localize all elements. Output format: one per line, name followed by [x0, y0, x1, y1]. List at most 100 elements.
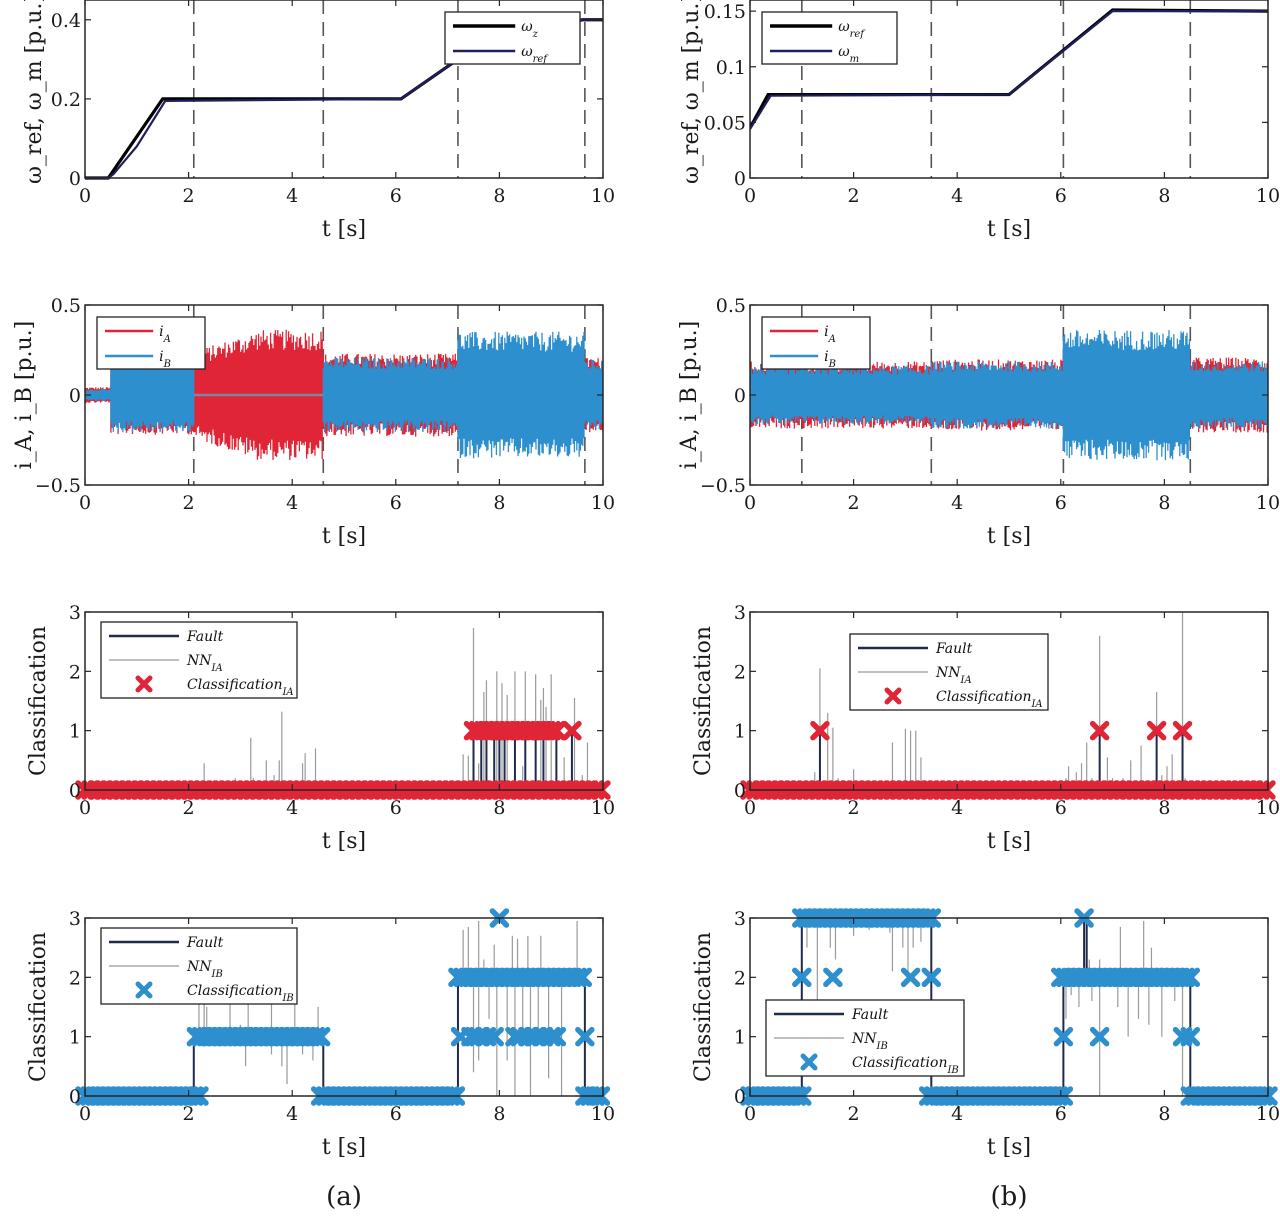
classification-marker: [541, 720, 561, 741]
chart-a1: 0 2 4 6 8 10 0 0.2 0.4 t [s] ω_ref, ω_m [p.u.] ωz ωr…: [22, 0, 615, 242]
x-axis-label: t [s]: [987, 524, 1031, 549]
classification-segment: [1051, 967, 1201, 988]
y-tick-label: −0.5: [700, 475, 746, 497]
classification-marker: [900, 967, 921, 988]
plot-area: [750, 0, 1268, 178]
legend-item: ωz: [453, 19, 539, 40]
chart-b3: 0 2 4 6 8 10 0 1 2 3 t [s] Classification Fault NNIA C…: [691, 602, 1280, 854]
x-axis-label: t [s]: [987, 829, 1031, 854]
chart-a3: 0 2 4 6 8 10 0 1 2 3 t [s] Classification Fault NNIA C…: [26, 602, 615, 854]
legend-label: ωref: [838, 19, 866, 40]
legend-item: NNIA: [858, 665, 972, 686]
legend-item: Fault: [109, 629, 224, 645]
axes-box: [749, 917, 1269, 1097]
y-tick-label: 0: [69, 1086, 81, 1108]
classification-marker: [1053, 1026, 1074, 1047]
classification-marker: [1146, 720, 1167, 741]
current-noise: [750, 330, 1268, 461]
y-tick-label: 3: [734, 908, 746, 930]
y-tick-label: 1: [69, 721, 81, 743]
axes-box: [84, 0, 604, 179]
legend-item: NNIB: [774, 1031, 888, 1052]
panel-label-b: (b): [991, 1182, 1028, 1212]
x-tick-label: 10: [1256, 797, 1280, 819]
y-tick-label: 1: [734, 721, 746, 743]
y-tick-label: 0.15: [704, 1, 746, 23]
classification-marker: [546, 720, 567, 741]
legend-box: [761, 316, 871, 370]
x-tick-label: 4: [286, 185, 298, 207]
classification-marker: [572, 967, 593, 988]
legend: ωref ωm: [761, 11, 898, 65]
legend: ωz ωref: [444, 11, 581, 65]
x-tick-label: 2: [183, 185, 195, 207]
legend-label: ClassificationIA: [187, 677, 294, 698]
classification-marker: [1180, 1026, 1201, 1047]
legend-item: NNIA: [109, 653, 223, 674]
x-tick-label: 4: [286, 1103, 298, 1125]
x-tick-label: 4: [951, 492, 963, 514]
x-tick-label: 10: [1256, 185, 1280, 207]
legend-label: iB: [159, 349, 171, 370]
y-tick-label: 2: [69, 967, 81, 989]
y-tick-label: 2: [69, 661, 81, 683]
legend-item: ClassificationIB: [135, 981, 294, 1004]
x-tick-label: 10: [591, 1103, 615, 1125]
chart-b1: 0 2 4 6 8 10 0 0.05 0.1 0.15 t [s] ω_ref, ω_m [p.u.…: [679, 0, 1280, 242]
x-tick-label: 8: [1158, 1103, 1170, 1125]
legend-marker-swatch: [135, 675, 153, 693]
x-tick-label: 6: [390, 1103, 402, 1125]
y-tick-label: 0: [69, 385, 81, 407]
legend-box: [444, 11, 581, 65]
x-tick-label: 0: [744, 1103, 756, 1125]
x-tick-label: 10: [591, 797, 615, 819]
legend-label: iA: [159, 324, 171, 345]
classification-marker: [305, 1026, 326, 1047]
classification-marker: [567, 967, 587, 988]
y-axis-label: Classification: [691, 932, 716, 1082]
x-tick-label: 6: [1055, 492, 1067, 514]
classification-marker: [546, 1026, 567, 1047]
x-axis-label: t [s]: [322, 524, 366, 549]
y-tick-label: 0: [69, 780, 81, 802]
x-tick-label: 2: [183, 1103, 195, 1125]
legend-label: iA: [824, 324, 836, 345]
y-tick-label: 0.5: [716, 295, 746, 317]
classification-marker: [810, 720, 830, 741]
x-tick-label: 0: [744, 797, 756, 819]
legend: Fault NNIA ClassificationIA: [849, 633, 1049, 711]
y-tick-label: 0: [734, 1086, 746, 1108]
x-tick-label: 10: [591, 185, 615, 207]
legend-label: NNIB: [851, 1031, 888, 1052]
classification-marker: [1175, 967, 1195, 988]
x-tick-label: 2: [848, 797, 860, 819]
legend-item: ClassificationIA: [135, 675, 294, 698]
y-tick-label: 0.1: [716, 57, 746, 79]
x-tick-label: 8: [1158, 797, 1170, 819]
y-axis-label: ω_ref, ω_m [p.u.]: [22, 0, 47, 184]
classification-marker: [310, 1026, 331, 1047]
current-trace-iB: [85, 331, 603, 459]
legend-label: ωref: [521, 44, 549, 65]
x-tick-label: 2: [848, 492, 860, 514]
y-axis-label: i_A, i_B [p.u.]: [12, 321, 37, 470]
legend: iA iB: [96, 316, 206, 370]
x-tick-label: 2: [848, 1103, 860, 1125]
y-axis-label: i_A, i_B [p.u.]: [677, 321, 702, 470]
y-tick-label: 0.5: [51, 295, 81, 317]
classification-marker: [823, 967, 843, 988]
axes-box: [84, 611, 604, 791]
x-tick-label: 10: [1256, 492, 1280, 514]
y-tick-label: 0: [69, 168, 81, 190]
classification-marker: [575, 1026, 595, 1047]
x-axis-label: t [s]: [987, 217, 1031, 242]
x-tick-label: 6: [390, 185, 402, 207]
y-tick-label: 0: [734, 780, 746, 802]
chart-b4: 0 2 4 6 8 10 0 1 2 3 t [s] Classification Fault NNIB C…: [691, 908, 1280, 1160]
x-tick-label: 0: [744, 492, 756, 514]
x-axis-label: t [s]: [987, 1135, 1031, 1160]
y-tick-label: 1: [734, 1027, 746, 1049]
legend-box: [96, 316, 206, 370]
legend-label: iB: [824, 349, 836, 370]
x-tick-label: 0: [79, 492, 91, 514]
